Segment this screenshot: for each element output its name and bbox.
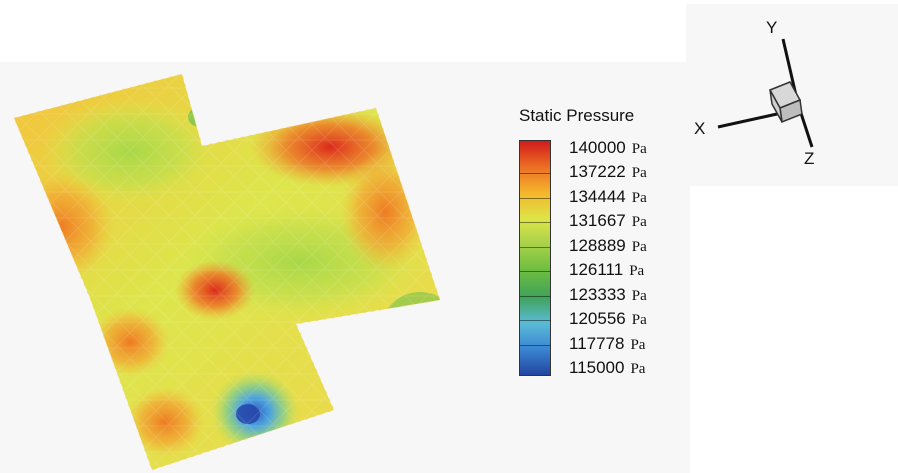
colorbar-tick [520, 173, 550, 175]
legend-level: 128889 Pa [569, 236, 647, 256]
legend-level-unit: Pa [631, 312, 647, 329]
legend-level-unit: Pa [631, 287, 647, 304]
legend-level: 131667 Pa [569, 211, 647, 231]
contour-plot-panel [0, 62, 690, 473]
legend-level-value: 134444 [569, 186, 626, 206]
colorbar-tick [520, 320, 550, 322]
legend-level-value: 117778 [569, 333, 625, 353]
x-axis-label: X [694, 119, 705, 138]
legend-level: 115000 Pa [569, 358, 645, 378]
legend-level-value: 120556 [569, 309, 626, 329]
legend-level-value: 115000 [569, 358, 625, 377]
legend-level-unit: Pa [631, 141, 647, 157]
legend-level: 123333 Pa [569, 285, 647, 305]
legend-level-unit: Pa [629, 263, 645, 280]
legend-level-unit: Pa [630, 336, 646, 353]
colorbar-tick [520, 246, 550, 248]
legend-level: 137222 Pa [569, 162, 647, 182]
axis-triad: Y X Z [694, 18, 814, 168]
legend-level-value: 140000 [569, 138, 626, 157]
pressure-legend: Static Pressure 140000 Pa 137222 Pa 134444 Pa… [519, 106, 689, 378]
legend-level-unit: Pa [631, 238, 647, 255]
axis-triad-panel: Y X Z [686, 4, 898, 186]
legend-level-value: 128889 [569, 235, 626, 255]
colorbar-tick [520, 295, 550, 297]
legend-level-unit: Pa [631, 165, 647, 182]
legend-level: 126111 Pa [569, 260, 644, 280]
colorbar-tick [520, 344, 550, 346]
legend-level: 120556 Pa [569, 309, 647, 329]
colorbar-tick [520, 222, 550, 224]
pressure-contour-plot [13, 73, 441, 471]
legend-level-unit: Pa [631, 214, 647, 231]
x-axis-line [717, 110, 787, 129]
colorbar-tick [520, 271, 550, 273]
legend-level: 134444 Pa [569, 187, 647, 207]
legend-title: Static Pressure [519, 106, 635, 125]
z-axis-label: Z [804, 149, 814, 168]
legend-level-value: 137222 [569, 162, 626, 182]
legend-level-value: 126111 [569, 260, 624, 280]
triad-cube [768, 81, 803, 124]
legend-level-unit: Pa [631, 189, 647, 206]
y-axis-label: Y [766, 18, 777, 37]
legend-level-value: 123333 [569, 284, 626, 304]
colorbar-tick [520, 197, 550, 199]
legend-level-value: 131667 [569, 211, 626, 231]
legend-level: 117778 Pa [569, 334, 645, 354]
legend-level-unit: Pa [630, 361, 646, 377]
legend-level: 140000 Pa [569, 138, 647, 158]
legend-colorbar [519, 140, 551, 376]
